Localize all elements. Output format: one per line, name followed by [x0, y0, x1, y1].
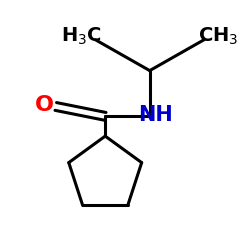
Text: CH$_3$: CH$_3$	[198, 25, 238, 47]
Text: NH: NH	[138, 105, 173, 125]
Text: H$_3$C: H$_3$C	[61, 25, 102, 47]
Text: O: O	[35, 95, 54, 115]
